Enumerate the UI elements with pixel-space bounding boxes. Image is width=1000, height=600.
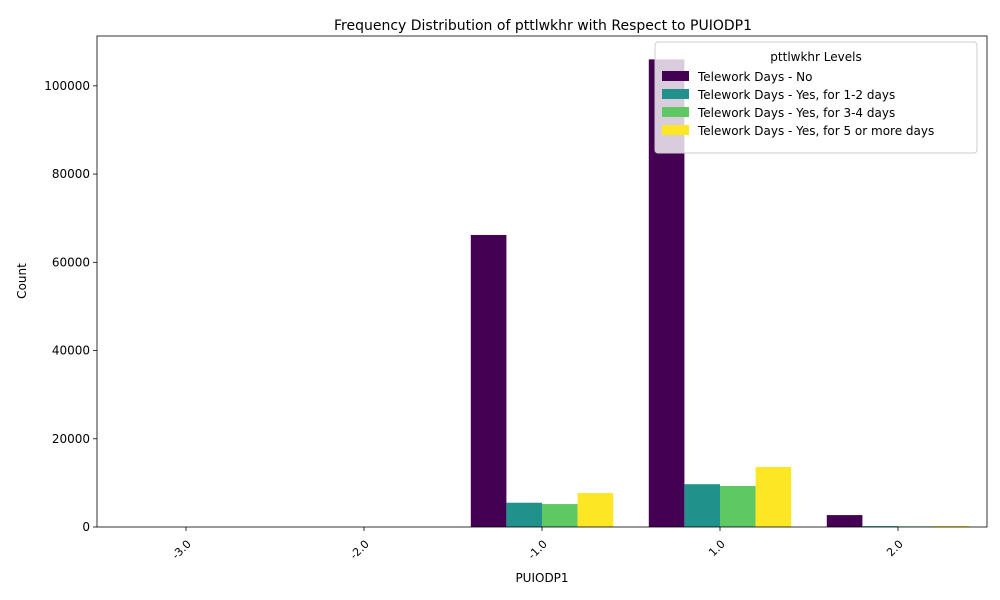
y-tick-label: 100000 [44,79,90,93]
bar-2-4 [684,484,720,527]
x-axis: -3.0 -2.0 -1.0 1.0 2.0 [169,527,906,562]
x-tick-label: -3.0 [169,538,193,562]
y-axis: 0 20000 40000 60000 80000 100000 [44,79,97,534]
legend-swatch-4 [662,125,689,135]
y-tick-label: 80000 [52,167,90,181]
legend-label-1: Telework Days - No [697,70,812,84]
y-tick-label: 40000 [52,344,90,358]
bar-1-5 [826,515,863,527]
legend-swatch-3 [662,107,689,117]
legend-swatch-1 [662,71,689,81]
legend-box [654,41,978,154]
legend: pttlwkhr Levels Telework Days - NoTelewo… [654,41,978,154]
legend-swatch-2 [662,89,689,99]
bar-1-3 [470,234,507,527]
x-axis-label: PUIODP1 [515,571,568,585]
plot-frame [96,35,988,528]
legend-title: pttlwkhr Levels [770,50,861,64]
bar-4-5 [933,525,970,527]
bar-2-3 [506,502,542,527]
bar-3-3 [542,504,578,527]
bar-3-4 [720,485,756,527]
legend-label-3: Telework Days - Yes, for 3-4 days [697,106,895,120]
y-tick-label: 60000 [52,255,90,269]
x-tick-label: -1.0 [525,538,549,562]
bar-4-4 [755,467,792,527]
bar-2-5 [862,526,898,527]
legend-label-2: Telework Days - Yes, for 1-2 days [697,88,895,102]
x-tick-label: 2.0 [884,538,906,560]
bar-4-3 [577,493,614,527]
y-tick-label: 0 [82,520,90,534]
y-tick-label: 20000 [52,432,90,446]
y-axis-label: Count [15,263,29,299]
legend-label-4: Telework Days - Yes, for 5 or more days [697,124,934,138]
x-tick-label: 1.0 [706,538,728,560]
x-tick-label: -2.0 [347,538,371,562]
chart-title: Frequency Distribution of pttlwkhr with … [334,18,752,34]
legend-items: Telework Days - No Telework Days - Yes, f… [662,70,934,138]
